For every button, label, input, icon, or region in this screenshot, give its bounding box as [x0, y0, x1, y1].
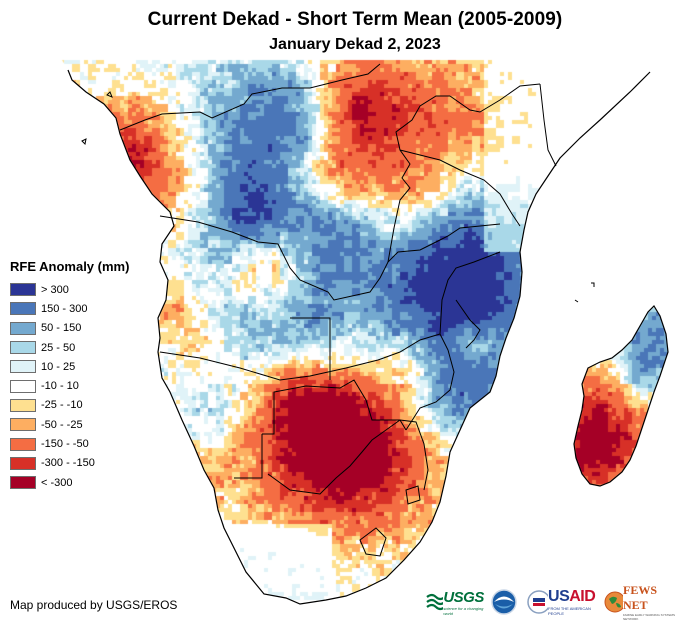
legend-item: 150 - 300	[10, 299, 129, 318]
legend-label: 150 - 300	[41, 302, 88, 315]
usaid-logo: USAID FROM THE AMERICAN PEOPLE	[527, 588, 600, 616]
fewsnet-globe-icon	[604, 591, 623, 613]
usgs-logo: USGS science for a changing world	[426, 589, 487, 616]
legend-item: 10 - 25	[10, 357, 129, 376]
legend-label: 50 - 150	[41, 322, 82, 335]
agency-logos: USGS science for a changing world USAID …	[426, 583, 682, 621]
fewsnet-logo-text: FEWS NET	[623, 583, 658, 612]
legend-item: > 300	[10, 280, 129, 299]
legend-label: -25 - -10	[41, 399, 83, 412]
legend: RFE Anomaly (mm) > 300 150 - 300 50 - 150 2…	[10, 259, 129, 492]
usaid-logo-tagline: FROM THE AMERICAN PEOPLE	[548, 606, 591, 616]
legend-label: > 300	[41, 283, 69, 296]
fewsnet-logo-tagline: FAMINE EARLY WARNING SYSTEMS NETWORK	[623, 613, 675, 621]
legend-swatch	[10, 437, 36, 451]
legend-swatch	[10, 476, 36, 490]
usgs-logo-tagline: science for a changing world	[443, 605, 484, 616]
legend-swatch	[10, 283, 36, 297]
legend-item: -50 - -25	[10, 415, 129, 434]
legend-swatch	[10, 341, 36, 355]
legend-label: -10 - 10	[41, 380, 79, 393]
legend-label: < -300	[41, 476, 73, 489]
legend-swatch	[10, 418, 36, 432]
noaa-logo	[491, 589, 517, 615]
legend-label: -50 - -25	[41, 418, 83, 431]
map-credit: Map produced by USGS/EROS	[10, 598, 178, 612]
usaid-seal-icon	[527, 590, 549, 614]
legend-item: -150 - -50	[10, 434, 129, 453]
map-title: Current Dekad - Short Term Mean (2005-20…	[147, 9, 563, 30]
map-subtitle: January Dekad 2, 2023	[269, 36, 441, 53]
country-boundaries	[119, 63, 557, 557]
legend-item: 50 - 150	[10, 319, 129, 338]
legend-item: -10 - 10	[10, 376, 129, 395]
legend-swatch	[10, 398, 36, 412]
madagascar-outline	[573, 305, 669, 487]
legend-label: 10 - 25	[41, 360, 76, 373]
usgs-logo-text: USGS	[443, 588, 484, 606]
legend-swatch	[10, 456, 36, 470]
legend-swatch	[10, 379, 36, 393]
legend-label: 25 - 50	[41, 341, 76, 354]
usaid-logo-text: USAID	[548, 588, 596, 605]
legend-item: 25 - 50	[10, 338, 129, 357]
legend-item: < -300	[10, 473, 129, 492]
fewsnet-logo: FEWS NET FAMINE EARLY WARNING SYSTEMS NE…	[604, 583, 682, 621]
legend-title: RFE Anomaly (mm)	[10, 259, 130, 274]
legend-swatch	[10, 302, 36, 316]
noaa-emblem-icon	[491, 589, 517, 615]
africa-coastline	[67, 69, 651, 605]
usgs-wave-icon	[426, 593, 444, 611]
legend-label: -300 - -150	[41, 457, 95, 470]
legend-swatch	[10, 360, 36, 374]
legend-item: -25 - -10	[10, 396, 129, 415]
legend-item: -300 - -150	[10, 454, 129, 473]
islands	[81, 91, 595, 303]
legend-label: -150 - -50	[41, 438, 89, 451]
legend-swatch	[10, 321, 36, 335]
